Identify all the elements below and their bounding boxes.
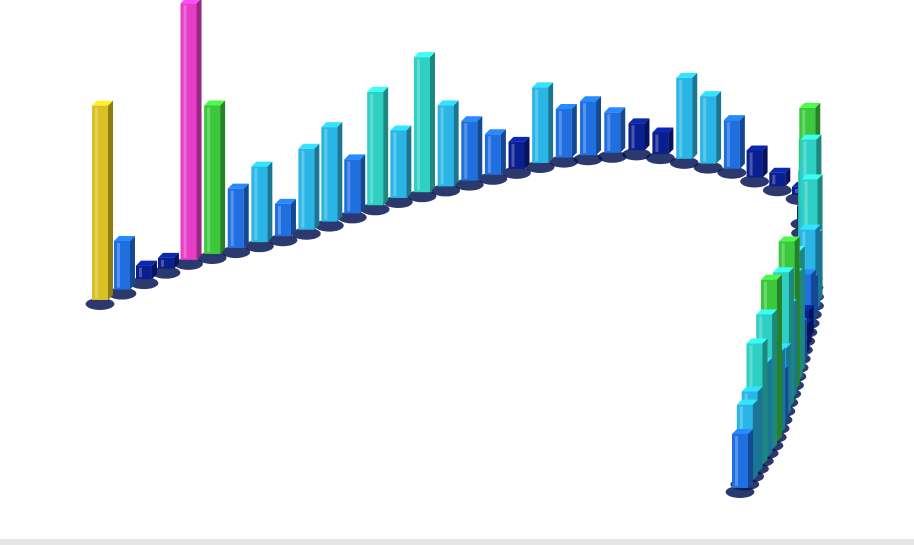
bar-base <box>197 251 227 264</box>
bar-s1-21 <box>555 104 577 158</box>
bar-base <box>740 175 769 188</box>
bar-base <box>314 219 344 232</box>
bar-s1-19 <box>508 136 530 169</box>
bar-s1-8 <box>251 161 273 243</box>
bar-s1-22 <box>580 96 602 156</box>
bar-base <box>244 240 274 253</box>
bar-base <box>360 203 390 216</box>
bar-s1-3 <box>135 260 157 280</box>
bar-base <box>407 190 437 203</box>
bar-base <box>597 150 627 163</box>
bar-base <box>431 184 461 197</box>
bar-s1-27 <box>700 91 722 164</box>
bar-s1-14 <box>390 125 412 198</box>
bar-s1-30 <box>769 167 791 187</box>
bar-base <box>693 161 723 174</box>
bar-base <box>337 211 367 224</box>
bar-base <box>717 166 747 179</box>
bar-s1-15 <box>413 52 435 193</box>
bar-s1-18 <box>484 129 506 175</box>
bar-base <box>221 246 251 259</box>
bar-s1-13 <box>367 86 389 206</box>
bar-s1-28 <box>723 115 745 169</box>
bar-s1-29 <box>746 145 768 178</box>
bar-base <box>762 184 792 197</box>
bar-s1-4 <box>157 252 179 269</box>
bar-base <box>669 156 699 169</box>
bar-base <box>174 257 203 270</box>
bar-s1-9 <box>274 198 296 237</box>
bar-base <box>85 298 115 310</box>
bar-base <box>454 178 484 191</box>
bar-s1-6 <box>204 100 226 254</box>
bar-s1-1 <box>92 100 113 300</box>
bar-s2-32 <box>732 429 753 488</box>
bar-base <box>622 148 651 161</box>
bar-s1-20 <box>532 82 554 163</box>
bar-base <box>725 486 755 498</box>
bar-s1-26 <box>676 72 698 159</box>
bar-s1-16 <box>437 100 459 187</box>
bar-s1-12 <box>344 154 366 214</box>
bar-base <box>502 166 531 179</box>
bar-s1-23 <box>604 107 626 153</box>
bar-s1-10 <box>298 143 320 230</box>
bar-s1-25 <box>652 127 674 155</box>
bar-base <box>151 266 181 279</box>
bar-base <box>525 160 555 173</box>
bar-s1-7 <box>227 183 249 249</box>
bar-s1-2 <box>113 235 135 290</box>
bar-s1-5 <box>180 0 202 260</box>
bar-base <box>291 227 321 240</box>
bar-base <box>383 195 413 208</box>
bar-s1-17 <box>461 116 483 181</box>
bar-base <box>478 172 508 185</box>
bar-base <box>268 234 298 247</box>
bar-base <box>645 152 675 165</box>
bar-base <box>129 277 159 290</box>
bar-base <box>549 155 579 168</box>
bar-s1-11 <box>321 122 343 222</box>
bar-base <box>573 153 603 166</box>
bar-s1-24 <box>628 118 650 151</box>
bar-base <box>107 287 137 300</box>
